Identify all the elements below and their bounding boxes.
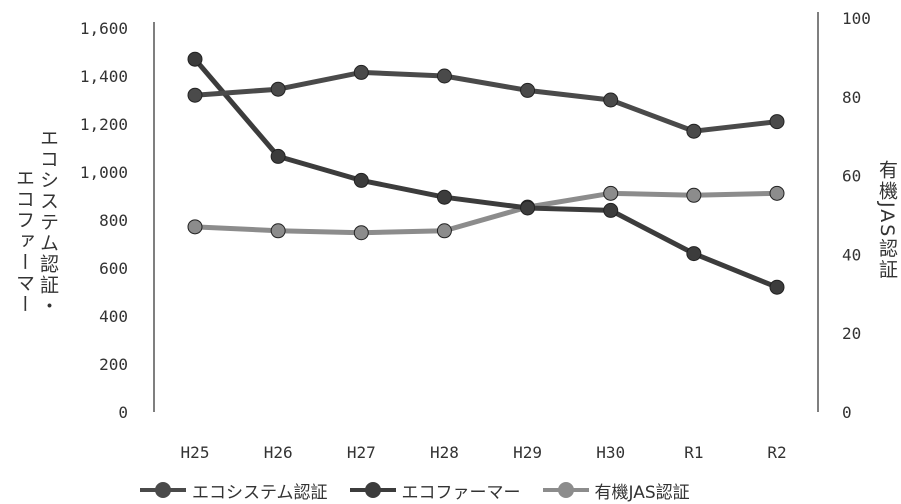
x-tick-label: R2	[767, 443, 786, 462]
data-point	[686, 187, 702, 203]
y-left-tick-label: 400	[99, 307, 128, 326]
data-point	[520, 82, 536, 98]
data-point	[353, 172, 369, 188]
y-right-label: 有機JAS認証	[876, 160, 898, 281]
y-left-tick-label: 200	[99, 355, 128, 374]
legend-item-ecosystem: エコシステム認証	[140, 478, 328, 503]
data-point	[603, 92, 619, 108]
data-point	[187, 87, 203, 103]
data-point	[603, 185, 619, 201]
data-point	[270, 81, 286, 97]
y-left-tick-label: 0	[118, 403, 128, 422]
data-point	[187, 51, 203, 67]
data-point	[353, 64, 369, 80]
data-point	[769, 279, 785, 295]
x-tick-label: H28	[430, 443, 459, 462]
data-point	[436, 223, 452, 239]
series-line-2	[192, 56, 780, 290]
x-tick-label: H29	[513, 443, 542, 462]
data-point	[603, 202, 619, 218]
y-left-tick-label: 1,000	[80, 163, 128, 182]
y-left-tick-label: 1,400	[80, 67, 128, 86]
legend-label: エコシステム認証	[192, 482, 328, 503]
y-right-tick-label: 100	[842, 9, 871, 28]
data-point	[520, 200, 536, 216]
legend-line-marker-icon	[542, 480, 589, 500]
axes	[153, 12, 819, 412]
data-point	[769, 114, 785, 130]
y-left-tick-label: 1,600	[80, 19, 128, 38]
series-layer	[187, 51, 785, 295]
x-tick-label: R1	[684, 443, 703, 462]
tick-labels: 0 200 400 600 800 1,000 1,200 1,400 1,600 0 20 40 60…	[80, 9, 871, 462]
y-left-tick-label: 800	[99, 211, 128, 230]
data-point	[270, 223, 286, 239]
data-point	[353, 225, 369, 241]
y-left-label-line2: エコファーマー	[13, 168, 35, 315]
legend-label: 有機JAS認証	[594, 482, 690, 503]
legend: エコシステム認証 エコファーマー 有機JAS認証	[140, 478, 690, 503]
legend-item-ecofarmer: エコファーマー	[349, 478, 521, 503]
x-tick-label: H26	[264, 443, 293, 462]
legend-label: エコファーマー	[401, 482, 521, 503]
y-right-tick-label: 40	[842, 245, 861, 264]
series-line-3	[192, 190, 780, 236]
y-right-tick-label: 80	[842, 88, 861, 107]
legend-line-marker-icon	[349, 480, 396, 500]
y-left-tick-label: 600	[99, 259, 128, 278]
x-tick-label: H27	[347, 443, 376, 462]
y-right-tick-label: 20	[842, 324, 861, 343]
y-right-tick-label: 60	[842, 167, 861, 186]
x-tick-label: H25	[181, 443, 210, 462]
data-point	[187, 219, 203, 235]
data-point	[436, 189, 452, 205]
y-left-tick-label: 1,200	[80, 115, 128, 134]
data-point	[769, 185, 785, 201]
legend-item-organic-jas: 有機JAS認証	[542, 478, 690, 503]
y-right-tick-label: 0	[842, 403, 852, 422]
series-line-1	[192, 69, 780, 134]
data-point	[686, 246, 702, 262]
legend-line-marker-icon	[140, 480, 186, 500]
data-point	[436, 68, 452, 84]
y-left-label-line1: エコシステム認証・	[37, 128, 59, 317]
x-tick-label: H30	[596, 443, 625, 462]
data-point	[270, 148, 286, 164]
data-point	[686, 123, 702, 139]
